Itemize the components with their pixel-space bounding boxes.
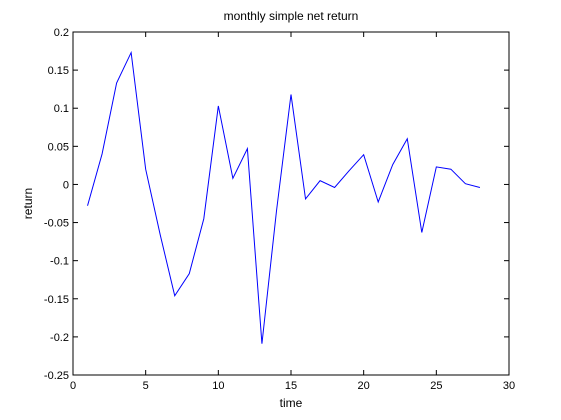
chart-title: monthly simple net return [224,9,359,23]
y-tick-label: 0 [63,179,69,191]
y-tick-label: -0.1 [50,256,69,268]
x-tick-label: 25 [430,380,442,392]
x-tick-label: 10 [212,380,224,392]
series-line [87,50,481,344]
y-tick-label: -0.05 [44,218,69,230]
x-tick-label: 15 [285,380,297,392]
y-tick-label: -0.25 [44,370,69,382]
y-axis-label: return [21,188,35,219]
x-tick-label: 5 [143,380,149,392]
y-tick-label: 0.2 [54,27,69,39]
y-tick-label: 0.15 [48,65,69,77]
ticks-group: 0 5 10 15 20 25 30 -0.25 -0.2 -0.15 -0.1 -0.05 0 0.05… [44,27,515,392]
y-tick-label: 0.05 [48,141,69,153]
y-tick-label: 0.1 [54,103,69,115]
x-tick-label: 20 [358,380,370,392]
y-tick-label: -0.15 [44,294,69,306]
x-axis-label: time [280,396,303,410]
plot-area [72,31,510,376]
x-tick-label: 0 [70,380,76,392]
y-tick-label: -0.2 [50,332,69,344]
x-tick-label: 30 [503,380,515,392]
